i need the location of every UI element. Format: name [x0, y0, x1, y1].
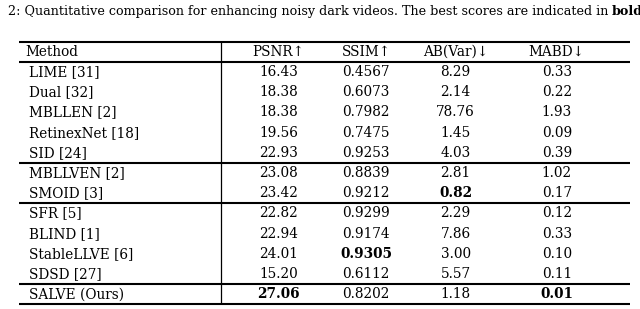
- Text: 15.20: 15.20: [259, 267, 298, 281]
- Text: 0.01: 0.01: [540, 287, 573, 301]
- Text: 0.39: 0.39: [541, 146, 572, 160]
- Text: SID [24]: SID [24]: [29, 146, 86, 160]
- Text: 4.03: 4.03: [440, 146, 471, 160]
- Text: 22.94: 22.94: [259, 227, 298, 241]
- Text: BLIND [1]: BLIND [1]: [29, 227, 100, 241]
- Text: 0.9174: 0.9174: [342, 227, 390, 241]
- Text: LIME [31]: LIME [31]: [29, 65, 99, 79]
- Text: 0.17: 0.17: [541, 186, 572, 200]
- Text: SMOID [3]: SMOID [3]: [29, 186, 103, 200]
- Text: 0.33: 0.33: [541, 65, 572, 79]
- Text: 1.18: 1.18: [440, 287, 471, 301]
- Text: MBLLEN [2]: MBLLEN [2]: [29, 105, 116, 119]
- Text: 0.09: 0.09: [541, 126, 572, 140]
- Text: 7.86: 7.86: [440, 227, 471, 241]
- Text: 8.29: 8.29: [440, 65, 471, 79]
- Text: 0.6073: 0.6073: [342, 85, 390, 99]
- Text: 78.76: 78.76: [436, 105, 475, 119]
- Text: 23.42: 23.42: [259, 186, 298, 200]
- Text: 27.06: 27.06: [257, 287, 300, 301]
- Text: 23.08: 23.08: [259, 166, 298, 180]
- Text: 0.33: 0.33: [541, 227, 572, 241]
- Text: 0.22: 0.22: [541, 85, 572, 99]
- Text: bold.: bold.: [612, 5, 640, 18]
- Text: Dual [32]: Dual [32]: [29, 85, 93, 99]
- Text: Method: Method: [26, 45, 79, 59]
- Text: 1.02: 1.02: [541, 166, 572, 180]
- Text: 2.14: 2.14: [440, 85, 471, 99]
- Text: SALVE (Ours): SALVE (Ours): [29, 287, 124, 301]
- Text: 2: Quantitative comparison for enhancing noisy dark videos. The best scores are : 2: Quantitative comparison for enhancing…: [8, 5, 612, 18]
- Text: 5.57: 5.57: [440, 267, 471, 281]
- Text: 16.43: 16.43: [259, 65, 298, 79]
- Text: 24.01: 24.01: [259, 247, 298, 261]
- Text: SSIM↑: SSIM↑: [342, 45, 390, 59]
- Text: MBLLVEN [2]: MBLLVEN [2]: [29, 166, 125, 180]
- Text: 0.6112: 0.6112: [342, 267, 390, 281]
- Text: 18.38: 18.38: [259, 105, 298, 119]
- Text: 18.38: 18.38: [259, 85, 298, 99]
- Text: 0.9253: 0.9253: [342, 146, 390, 160]
- Text: 2.81: 2.81: [440, 166, 471, 180]
- Text: 22.93: 22.93: [259, 146, 298, 160]
- Text: 22.82: 22.82: [259, 206, 298, 220]
- Text: 0.9299: 0.9299: [342, 206, 390, 220]
- Text: SFR [5]: SFR [5]: [29, 206, 81, 220]
- Text: PSNR↑: PSNR↑: [252, 45, 305, 59]
- Text: 0.10: 0.10: [541, 247, 572, 261]
- Text: 0.9305: 0.9305: [340, 247, 392, 261]
- Text: RetinexNet [18]: RetinexNet [18]: [29, 126, 139, 140]
- Text: 2.29: 2.29: [440, 206, 471, 220]
- Text: 1.45: 1.45: [440, 126, 471, 140]
- Text: 3.00: 3.00: [440, 247, 471, 261]
- Text: 0.4567: 0.4567: [342, 65, 390, 79]
- Text: 0.7475: 0.7475: [342, 126, 390, 140]
- Text: MABD↓: MABD↓: [529, 45, 585, 59]
- Text: 0.7982: 0.7982: [342, 105, 390, 119]
- Text: 0.11: 0.11: [541, 267, 572, 281]
- Text: 0.9212: 0.9212: [342, 186, 390, 200]
- Text: 0.8839: 0.8839: [342, 166, 390, 180]
- Text: StableLLVE [6]: StableLLVE [6]: [29, 247, 133, 261]
- Text: 19.56: 19.56: [259, 126, 298, 140]
- Text: 0.82: 0.82: [439, 186, 472, 200]
- Text: SDSD [27]: SDSD [27]: [29, 267, 101, 281]
- Text: 0.12: 0.12: [541, 206, 572, 220]
- Text: 0.8202: 0.8202: [342, 287, 390, 301]
- Text: 1.93: 1.93: [541, 105, 572, 119]
- Text: AB(Var)↓: AB(Var)↓: [423, 45, 488, 59]
